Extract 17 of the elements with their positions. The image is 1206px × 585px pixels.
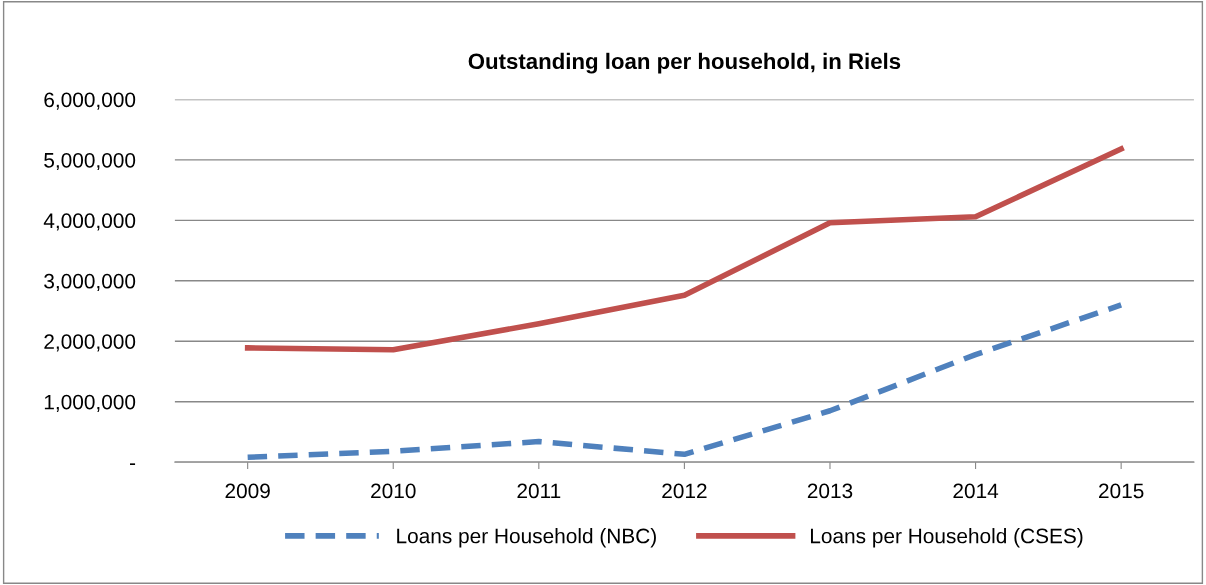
x-tick-label: 2012	[662, 483, 707, 499]
y-tick-label: 6,000,000	[44, 92, 136, 110]
y-tick-label: 3,000,000	[44, 273, 136, 292]
legend-label: Loans per Household (CSES)	[810, 528, 1083, 548]
x-tick-label: 2013	[807, 483, 853, 499]
x-tick-label: 2011	[517, 483, 561, 499]
chart-title: Outstanding loan per household, in Riels	[468, 52, 901, 74]
y-tick-label: -	[129, 463, 136, 465]
y-tick-label: 5,000,000	[44, 152, 136, 171]
x-tick-label: 2009	[225, 483, 270, 499]
y-tick-label: 1,000,000	[44, 394, 136, 412]
y-tick-label: 2,000,000	[44, 334, 136, 352]
x-tick-label: 2015	[1099, 483, 1144, 499]
legend-label: Loans per Household (NBC)	[397, 528, 656, 548]
x-tick-label: 2010	[371, 483, 416, 499]
y-tick-label: 4,000,000	[43, 213, 136, 231]
x-tick-label: 2014	[953, 483, 999, 499]
